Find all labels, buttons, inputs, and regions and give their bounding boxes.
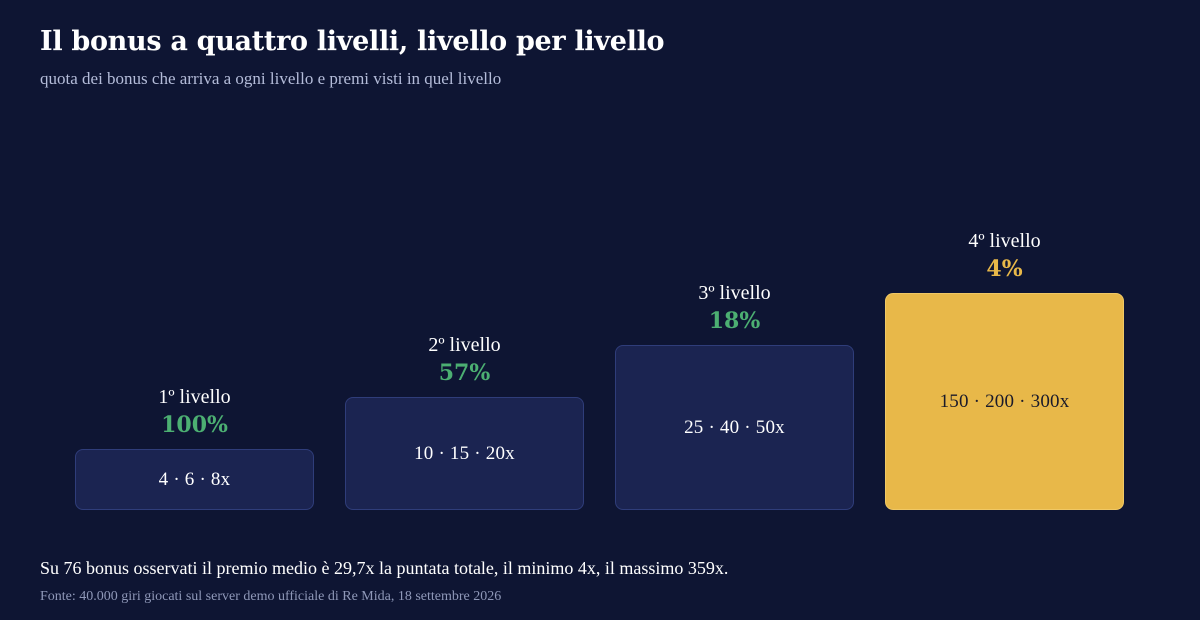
level-percent: 18%	[708, 308, 761, 334]
source-note: Fonte: 40.000 giri giocati sul server de…	[40, 589, 502, 604]
level-label: 1º livello	[158, 386, 231, 408]
level-box: 10 · 15 · 20x	[345, 397, 584, 510]
level-box: 150 · 200 · 300x	[885, 293, 1124, 510]
level-label: 4º livello	[968, 230, 1041, 252]
level-box: 4 · 6 · 8x	[75, 449, 314, 510]
level-label: 2º livello	[428, 334, 501, 356]
level-percent: 4%	[986, 256, 1023, 282]
level-box: 25 · 40 · 50x	[615, 345, 854, 510]
summary-text: Su 76 bonus osservati il premio medio è …	[40, 558, 729, 578]
level-label: 3º livello	[698, 282, 771, 304]
page-title: Il bonus a quattro livelli, livello per …	[40, 26, 665, 57]
level-percent: 100%	[161, 412, 228, 438]
level-percent: 57%	[438, 360, 491, 386]
page-subtitle: quota dei bonus che arriva a ogni livell…	[40, 69, 502, 88]
